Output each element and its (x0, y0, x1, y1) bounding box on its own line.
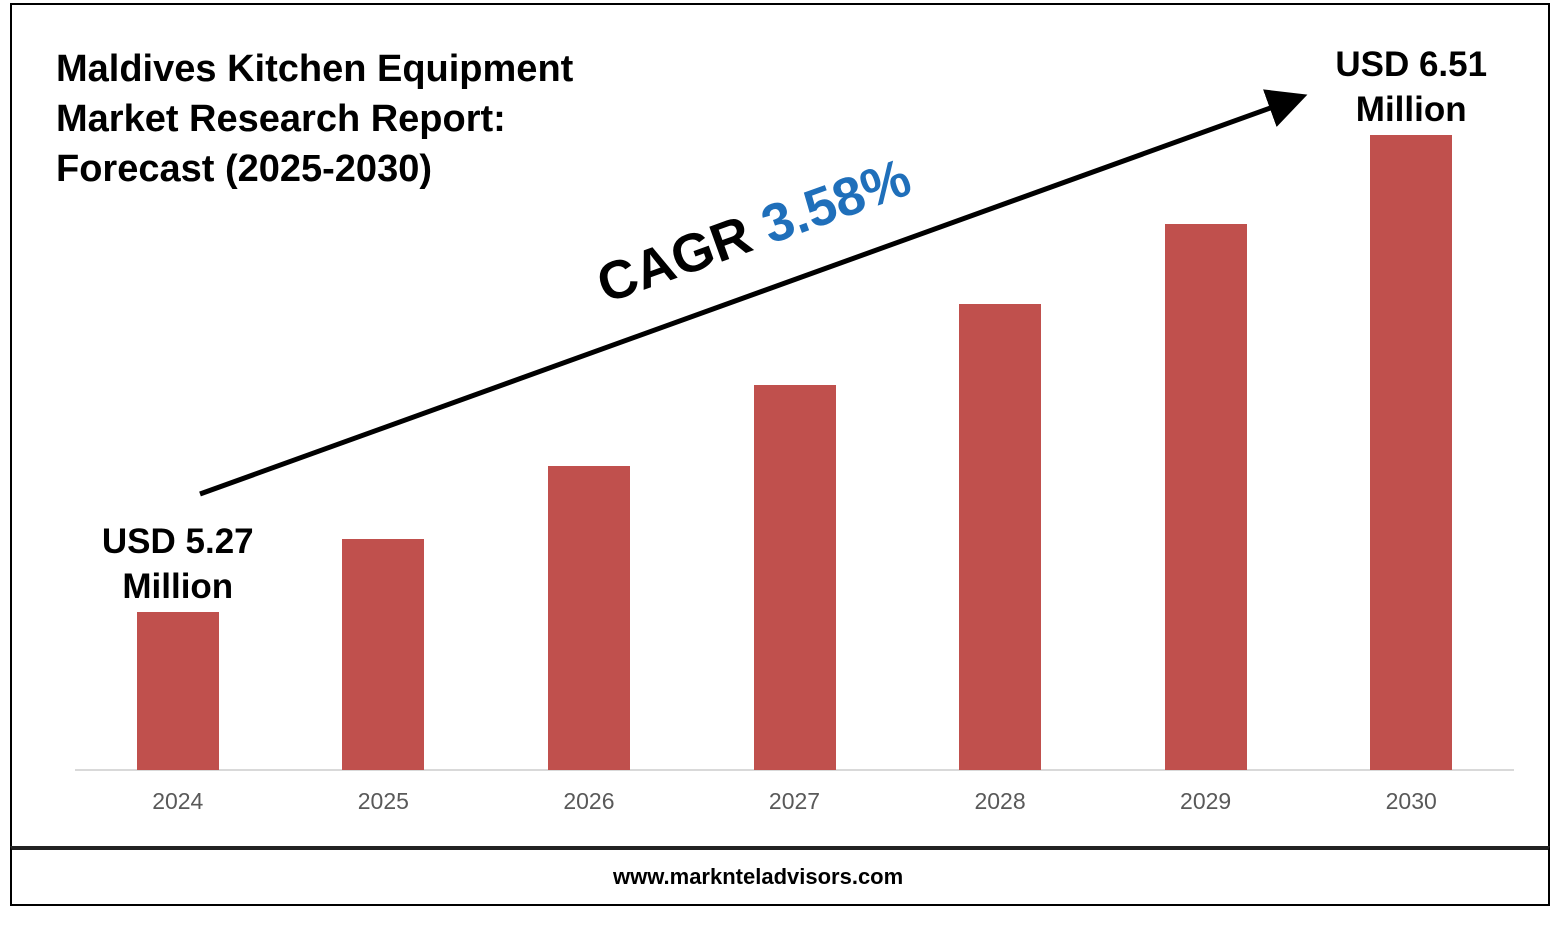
annotation: CAGR3.58% (589, 147, 918, 315)
bar (1164, 223, 1247, 770)
bar (753, 385, 836, 770)
bar (342, 539, 425, 770)
annotation-label: CAGR (589, 205, 759, 315)
x-tick-label: 2030 (1385, 788, 1437, 814)
x-tick-label: 2028 (974, 788, 1026, 814)
chart-title: Maldives Kitchen Equipment Market Resear… (56, 48, 574, 190)
value-label: USD 5.27 Million (101, 522, 254, 607)
trend-arrow (199, 89, 1308, 497)
chart-frame (10, 3, 1550, 848)
annotation-text: CAGR3.58% (589, 147, 918, 315)
bar (547, 465, 630, 770)
annotation-value: 3.58% (754, 147, 918, 255)
source: www.marknteladvisors.com (613, 864, 904, 889)
footer-frame (10, 846, 1550, 906)
x-tick-label: 2029 (1180, 788, 1232, 814)
bar (136, 612, 219, 770)
value-label: USD 6.51 Million (1335, 45, 1488, 129)
bar (959, 304, 1042, 770)
x-tick-label: 2025 (357, 788, 409, 814)
x-tick-label: 2026 (563, 788, 615, 814)
x-tick-label: 2024 (152, 788, 204, 814)
x-tick-label: 2027 (768, 788, 821, 814)
bar (1370, 135, 1453, 770)
